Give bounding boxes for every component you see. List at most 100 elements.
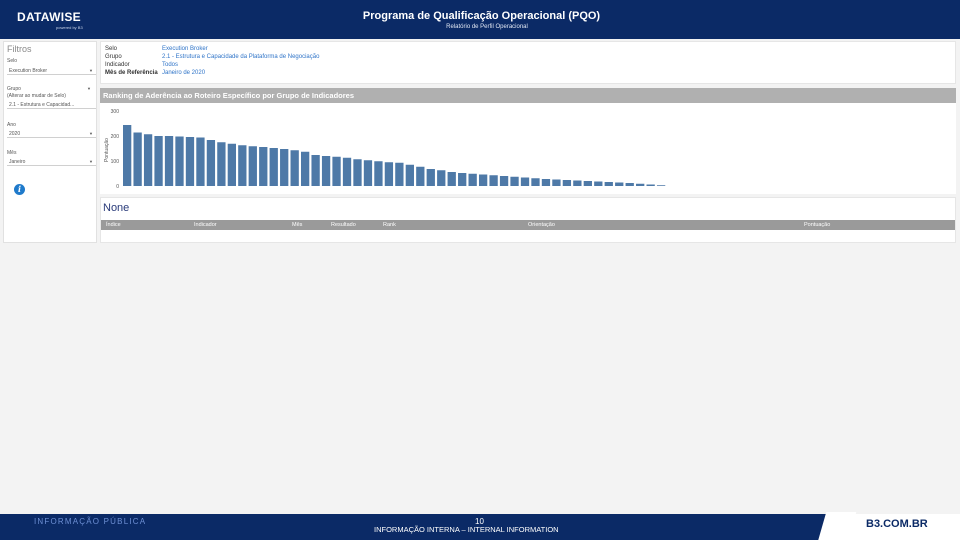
b3-brand-link[interactable]: B3.COM.BR [866,518,928,530]
grupo-filter-hint: (Alterar ao mudar de Selo) [7,93,66,99]
chart-title: Ranking de Aderência ao Roteiro Específi… [100,88,956,103]
selo-filter-label: Selo [7,58,18,64]
chevron-down-icon: ▼ [89,131,93,136]
chart-bar[interactable] [300,151,310,186]
chart-bar[interactable] [311,155,320,186]
chart-bar[interactable] [541,179,551,186]
summary-value-mes: Janeiro de 2020 [162,70,206,76]
chart-bar[interactable] [478,174,488,187]
chart-bar[interactable] [531,178,540,186]
summary-value-selo: Execution Broker [162,46,208,52]
chart-bar[interactable] [143,134,153,186]
chart-bar[interactable] [646,184,655,187]
ranking-bar-chart: Pontuação 300 200 100 0 [104,109,666,190]
chart-bar[interactable] [416,166,425,186]
mes-filter-value: Janeiro [9,159,26,165]
table-title: None [103,202,130,214]
footer-internal-info: INFORMAÇÃO INTERNA – INTERNAL INFORMATIO… [374,525,559,534]
footer-bar: INFORMAÇÃO PÚBLICA 10 INFORMAÇÃO INTERNA… [0,512,960,540]
summary-value-grupo: 2.1 - Estrutura e Capacidade da Platafor… [162,54,320,60]
grupo-filter-label: Grupo [7,86,21,92]
summary-key-mes: Mês de Referência [105,70,158,76]
chart-bar[interactable] [426,169,435,186]
page-subtitle: Relatório de Perfil Operacional [446,24,528,30]
chart-bar[interactable] [447,172,456,186]
chart-bar[interactable] [175,136,184,187]
chevron-down-icon[interactable]: ▼ [87,86,91,91]
chart-bar[interactable] [395,162,404,186]
chart-bar[interactable] [562,180,572,186]
footer-brand-area [838,514,960,540]
chart-bar[interactable] [458,173,467,186]
chart-bar[interactable] [217,142,226,186]
chart-bar[interactable] [384,162,394,186]
y-axis-label: Pontuação [104,138,110,162]
chart-bar[interactable] [499,176,509,186]
column-header[interactable]: Mês [292,222,303,228]
chart-bar[interactable] [405,164,414,186]
chart-bar[interactable] [353,159,362,186]
column-header[interactable]: Resultado [331,222,356,228]
column-header[interactable]: Rank [383,222,396,228]
chart-bar[interactable] [280,149,289,186]
chart-bar[interactable] [332,156,341,186]
ranking-chart-panel: Ranking de Aderência ao Roteiro Específi… [100,88,956,194]
column-header[interactable]: Indicador [194,222,217,228]
grupo-filter-value: 2.1 - Estrutura e Capacidad... [9,102,75,108]
chart-bar[interactable] [636,183,645,186]
chart-bar[interactable] [227,143,236,186]
summary-key-indicador: Indicador [105,62,130,68]
chart-bar[interactable] [133,132,142,187]
page-number: 10 [475,517,484,526]
chart-bar[interactable] [196,137,205,187]
datawise-logo: DATAWISE [17,10,81,24]
chart-bar[interactable] [656,185,666,186]
chart-bar[interactable] [123,125,132,186]
chevron-down-icon: ▼ [89,159,93,164]
summary-value-indicador: Todos [162,62,179,68]
chart-bar[interactable] [510,176,519,186]
column-header[interactable]: Pontuação [804,222,831,228]
chart-bar[interactable] [321,156,331,186]
chart-bar[interactable] [437,170,446,186]
chart-bar[interactable] [259,147,268,186]
y-tick-label: 300 [111,109,120,115]
top-header-bar: DATAWISE powered by B3 Programa de Quali… [0,0,960,39]
chart-bar[interactable] [552,179,561,187]
chart-bar[interactable] [185,137,195,186]
chart-bar[interactable] [154,136,163,186]
y-tick-label: 100 [111,159,120,165]
chart-bar[interactable] [342,157,352,186]
selo-filter-select[interactable]: Execution Broker ▼ [7,66,96,75]
grupo-filter-select[interactable]: 2.1 - Estrutura e Capacidad... [7,100,96,109]
chart-bar[interactable] [604,182,613,186]
column-header[interactable]: Orientação [528,222,555,228]
y-tick-label: 200 [111,134,120,140]
chart-bar[interactable] [290,150,299,186]
column-header[interactable]: Índice [106,222,121,228]
chart-bar[interactable] [573,180,582,187]
chart-bar[interactable] [269,148,278,186]
chart-bar[interactable] [583,181,592,186]
table-header-row: Índice Indicador Mês Resultado Rank Orie… [101,220,955,230]
chart-bar[interactable] [468,173,477,186]
selo-filter-value: Execution Broker [9,68,48,74]
info-icon[interactable]: i [14,184,25,195]
chart-bar[interactable] [489,175,498,186]
ano-filter-label: Ano [7,122,16,128]
ano-filter-select[interactable]: 2020 ▼ [7,129,96,138]
footer-classification: INFORMAÇÃO PÚBLICA [34,517,147,526]
mes-filter-select[interactable]: Janeiro ▼ [7,157,96,166]
chart-bar[interactable] [363,160,373,186]
chart-bar[interactable] [615,182,624,187]
filters-title: Filtros [7,44,32,54]
chart-bar[interactable] [238,145,247,186]
chart-bar[interactable] [248,146,257,186]
chart-bar[interactable] [164,136,174,186]
chart-bar[interactable] [625,183,634,186]
chart-bar[interactable] [520,177,530,187]
chart-bar[interactable] [594,181,603,187]
chart-bar[interactable] [206,140,216,186]
filters-panel: Filtros Selo Execution Broker ▼ Grupo ▼ … [3,41,97,243]
chart-bar[interactable] [374,161,383,186]
